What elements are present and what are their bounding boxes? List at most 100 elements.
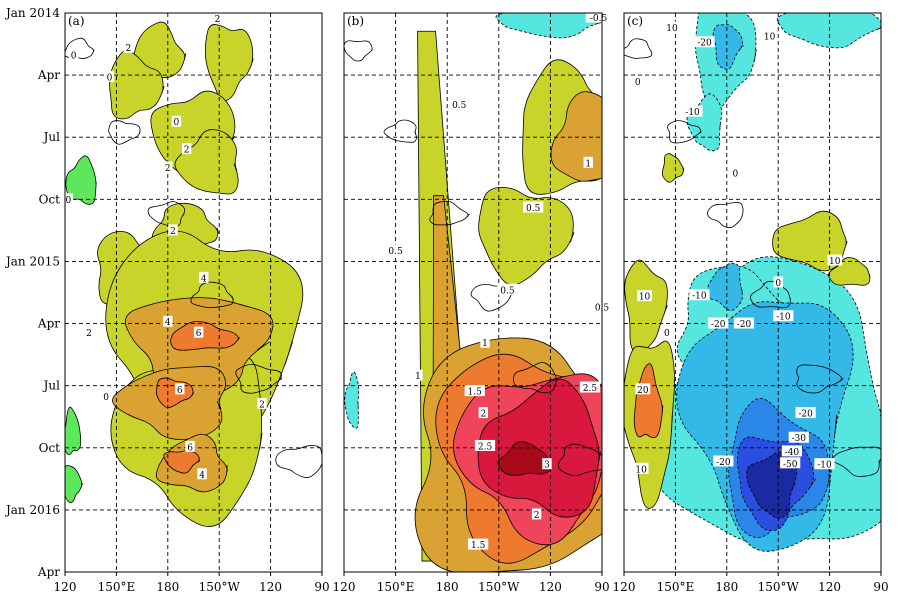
contour-label: -0.5 xyxy=(590,14,608,24)
contour-label: 0.5 xyxy=(526,204,541,214)
x-tick-label: 150°W xyxy=(758,580,800,594)
contour-label-bg xyxy=(682,105,703,117)
contour-label: 0 xyxy=(103,393,109,403)
y-tick-label: Jan 2015 xyxy=(4,254,60,268)
panel-tag: (b) xyxy=(347,14,364,28)
y-tick-label: Jul xyxy=(42,379,61,393)
contour-label: -10 xyxy=(817,461,832,471)
contour-label: 2 xyxy=(170,227,176,237)
contour-label-bg xyxy=(185,440,195,452)
contour-label: 1.5 xyxy=(471,541,486,551)
x-tick-label: 120 xyxy=(54,580,77,594)
contour-label-bg xyxy=(497,283,518,295)
contour-label-bg xyxy=(694,36,715,48)
contour-label: 0 xyxy=(71,52,77,62)
zero-contour xyxy=(666,120,702,144)
x-tick-label: 90 xyxy=(594,580,609,594)
contour-region xyxy=(204,24,254,102)
contour-label: 3 xyxy=(544,461,550,471)
contour-label-bg xyxy=(733,317,755,329)
contour-label: 2.5 xyxy=(478,442,493,452)
contour-label-bg xyxy=(84,326,94,338)
contour-label: 2 xyxy=(215,15,221,25)
contour-label: 0.5 xyxy=(500,286,515,296)
contour-label-bg xyxy=(104,70,115,82)
contour-label: -10 xyxy=(692,292,707,302)
y-tick-label: Apr xyxy=(37,317,60,331)
contour-label-bg xyxy=(257,397,267,409)
zero-contour xyxy=(513,362,558,394)
contour-label-bg xyxy=(464,385,485,397)
plot-frame xyxy=(623,12,882,573)
contour-label: 6 xyxy=(187,443,193,453)
contour-label-bg xyxy=(827,254,843,266)
contour-label-bg xyxy=(585,11,612,23)
contour-region xyxy=(170,321,240,351)
y-tick-label: Apr xyxy=(37,68,60,82)
contour-label: 4 xyxy=(201,274,207,284)
contour-label: 6 xyxy=(196,329,202,339)
contour-region xyxy=(477,378,601,518)
contour-label-bg xyxy=(478,407,489,419)
contour-label: -20 xyxy=(798,410,813,420)
zero-contour xyxy=(749,280,791,309)
y-tick-label: Jul xyxy=(42,130,61,144)
contour-label-bg xyxy=(713,455,734,467)
contour-fills xyxy=(65,21,304,527)
contour-region xyxy=(661,153,685,183)
contour-label: 2 xyxy=(259,400,265,410)
axis-labels: Jan 2014 Apr Jul Oct Jan 2015 Apr Jul Oct Jan 20… xyxy=(4,6,60,579)
contour-label: 4 xyxy=(199,471,205,481)
contour-label-bg xyxy=(633,462,649,474)
contour-label-bg xyxy=(468,538,489,550)
x-tick-label: 180 xyxy=(715,580,738,594)
contour-label-bg xyxy=(212,12,223,24)
contour-lines xyxy=(624,38,881,477)
contour-label: 1 xyxy=(585,159,591,169)
contour-region xyxy=(497,441,551,476)
contour-label-bg xyxy=(780,457,801,469)
contour-label: 20 xyxy=(637,386,649,396)
contour-fills xyxy=(344,13,602,572)
contour-label-bg xyxy=(637,290,652,302)
x-tick-label: 150°E xyxy=(377,580,415,594)
contour-region xyxy=(65,406,82,456)
contour-label-bg xyxy=(413,369,423,381)
contour-label-bg xyxy=(664,21,680,33)
x-tick-label: 150°E xyxy=(657,580,695,594)
contour-label: 2 xyxy=(534,511,540,521)
zero-contour xyxy=(707,202,744,228)
contour-label-bg xyxy=(773,276,783,288)
contour-label-bg xyxy=(163,315,173,327)
grid xyxy=(344,13,602,572)
contour-label-bg xyxy=(63,193,74,205)
contour-label: 1.5 xyxy=(468,388,483,398)
contour-label-bg xyxy=(773,310,794,322)
contour-label-bg xyxy=(385,244,406,256)
contour-label-bg xyxy=(197,468,207,480)
contour-label: -50 xyxy=(783,460,798,470)
contour-label-bg xyxy=(474,439,496,451)
contour-label: 0 xyxy=(173,118,179,128)
contour-label: 10 xyxy=(829,257,841,267)
plot-frame xyxy=(343,12,603,573)
contour-label: 2 xyxy=(86,329,92,339)
contour-region xyxy=(174,129,239,195)
contour-label-bg xyxy=(730,166,741,178)
zero-contour xyxy=(190,281,234,309)
grid xyxy=(624,13,881,572)
contour-label: -30 xyxy=(792,434,807,444)
contour-label: 0.5 xyxy=(452,101,467,111)
contour-label: 10 xyxy=(635,465,647,475)
contour-label-bg xyxy=(531,508,542,520)
contour-label: 0 xyxy=(775,279,781,289)
contour-label-bg xyxy=(635,383,651,395)
x-tick-label: 150°W xyxy=(478,580,520,594)
x-tick-label: 120 xyxy=(539,580,562,594)
x-tick-label: 150°E xyxy=(98,580,136,594)
y-tick-label: Jan 2016 xyxy=(4,503,60,517)
contour-label: 10 xyxy=(764,32,776,42)
contour-label-bg xyxy=(523,201,544,213)
contour-label-bg xyxy=(781,445,803,457)
